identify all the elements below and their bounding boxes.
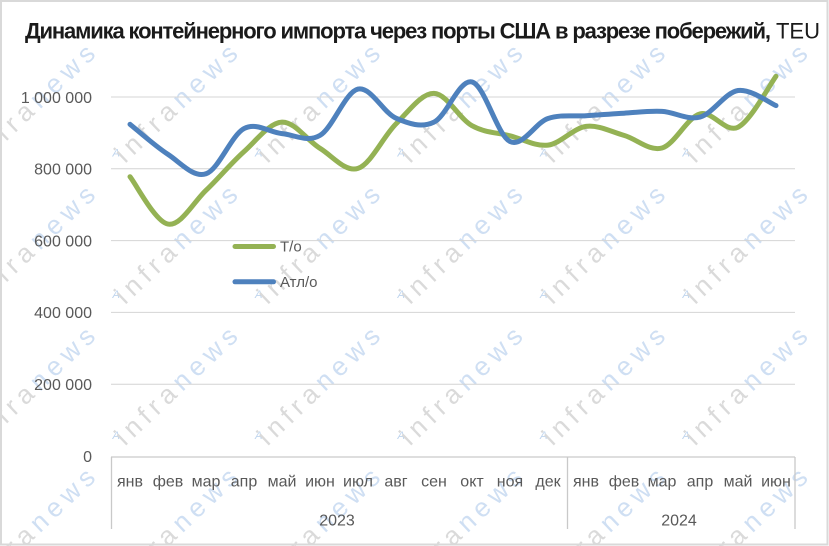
svg-text:апр: апр xyxy=(687,474,714,491)
svg-text:A: A xyxy=(254,148,262,160)
svg-text:A: A xyxy=(682,430,690,442)
svg-text:A: A xyxy=(112,430,120,442)
svg-text:май: май xyxy=(268,474,297,491)
svg-text:Атл/о: Атл/о xyxy=(280,274,317,291)
svg-text:A: A xyxy=(112,148,120,160)
svg-text:фев: фев xyxy=(609,474,640,491)
svg-text:апр: апр xyxy=(231,474,258,491)
svg-text:июл: июл xyxy=(343,474,373,491)
svg-text:A: A xyxy=(397,148,405,160)
svg-text:A: A xyxy=(539,289,547,301)
svg-text:ноя: ноя xyxy=(497,474,523,491)
svg-text:май: май xyxy=(724,474,753,491)
svg-text:мар: мар xyxy=(648,474,677,491)
svg-text:2024: 2024 xyxy=(661,513,697,530)
svg-text:июн: июн xyxy=(761,474,791,491)
svg-text:800 000: 800 000 xyxy=(34,162,92,179)
svg-text:A: A xyxy=(112,289,120,301)
svg-text:июн: июн xyxy=(305,474,335,491)
svg-text:Т/о: Т/о xyxy=(280,238,302,255)
svg-text:A: A xyxy=(397,289,405,301)
svg-text:600 000: 600 000 xyxy=(34,233,92,250)
svg-text:авг: авг xyxy=(384,474,407,491)
svg-text:A: A xyxy=(682,289,690,301)
svg-text:A: A xyxy=(539,148,547,160)
svg-text:мар: мар xyxy=(192,474,221,491)
svg-text:янв: янв xyxy=(117,474,143,491)
svg-text:A: A xyxy=(254,289,262,301)
svg-text:A: A xyxy=(397,430,405,442)
svg-text:янв: янв xyxy=(573,474,599,491)
svg-text:дек: дек xyxy=(535,474,561,491)
svg-text:A: A xyxy=(539,430,547,442)
svg-text:A: A xyxy=(682,148,690,160)
svg-text:400 000: 400 000 xyxy=(34,305,92,322)
svg-text:2023: 2023 xyxy=(319,513,355,530)
svg-text:1 000 000: 1 000 000 xyxy=(21,90,92,107)
svg-text:0: 0 xyxy=(83,449,92,466)
svg-text:Динамика контейнерного импорта: Динамика контейнерного импорта через пор… xyxy=(25,18,820,43)
svg-text:A: A xyxy=(254,430,262,442)
svg-text:фев: фев xyxy=(153,474,184,491)
svg-text:200 000: 200 000 xyxy=(34,377,92,394)
svg-text:окт: окт xyxy=(460,474,484,491)
svg-text:сен: сен xyxy=(421,474,447,491)
